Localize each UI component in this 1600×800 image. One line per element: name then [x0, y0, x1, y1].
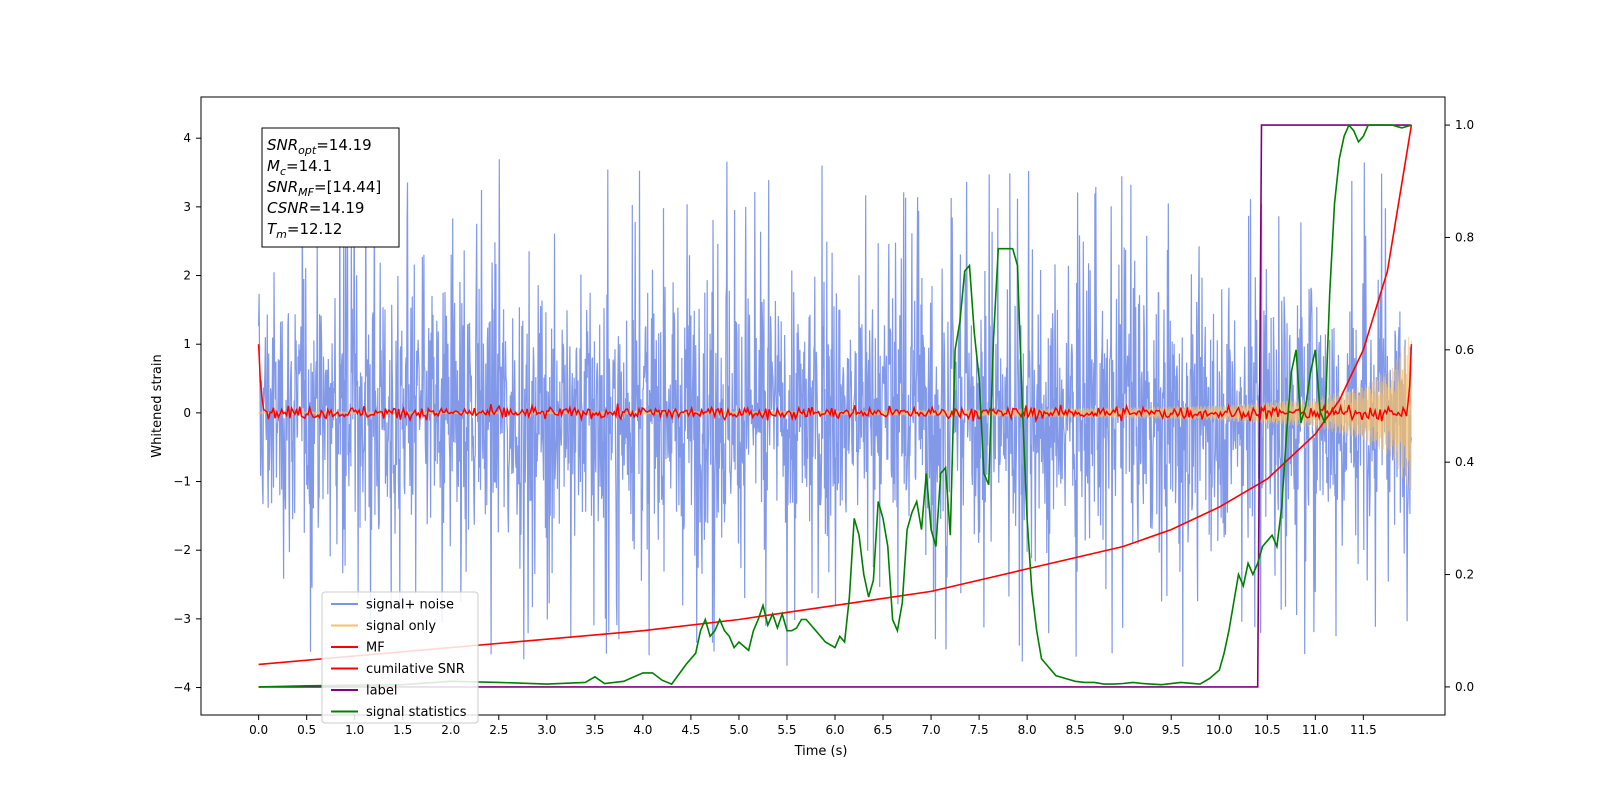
y-left-tick-label: 0: [183, 406, 191, 420]
y-left-tick-label: −2: [173, 543, 191, 557]
x-tick-label: 0.0: [249, 723, 268, 737]
annotation-line: Mc=14.1: [267, 157, 332, 178]
legend-label: cumilative SNR: [366, 662, 465, 677]
plot-frame: [200, 96, 1446, 716]
annotation-line: SNRopt=14.19: [267, 136, 372, 157]
x-tick-label: 5.0: [729, 723, 748, 737]
x-tick-label: 5.5: [777, 723, 796, 737]
y-axis-right-ticks: 1.0 0.8 0.6 0.4 0.2 0.0: [1445, 118, 1474, 694]
legend-label: signal statistics: [366, 705, 467, 720]
x-tick-label: 3.5: [585, 723, 604, 737]
x-tick-label: 3.0: [537, 723, 556, 737]
series-signal-statistics: [258, 123, 1412, 688]
y-right-tick-label: 0.6: [1455, 343, 1474, 357]
x-tick-label: 0.5: [297, 723, 316, 737]
y-right-tick-label: 0.0: [1455, 680, 1474, 694]
y-axis-label: Whitened strain: [150, 354, 165, 457]
series-signal-noise: [258, 159, 1412, 667]
series-layer: [257, 123, 1413, 688]
x-tick-label: 7.5: [970, 723, 989, 737]
y-left-tick-label: 4: [183, 131, 191, 145]
y-left-tick-label: −4: [173, 681, 191, 695]
series-label: [258, 124, 1412, 688]
x-tick-label: 6.5: [873, 723, 892, 737]
legend-label: label: [366, 684, 397, 699]
legend-label: signal only: [366, 619, 436, 634]
annotation-line: Tm=12.12: [267, 220, 342, 241]
annotation-line: SNRMF=[14.44]: [267, 178, 381, 199]
y-left-tick-label: −1: [173, 475, 191, 489]
legend-label: signal+ noise: [366, 598, 454, 613]
y-left-tick-label: 3: [183, 200, 191, 214]
y-right-tick-label: 0.4: [1455, 455, 1474, 469]
annotation-line: CSNR=14.19: [267, 199, 364, 217]
x-axis-ticks: 0.0 0.5 1.0 1.5 2.0 2.5 3.0 3.5 4.0 4.5 5.0 5.5 6.0 6…: [249, 715, 1377, 737]
x-tick-label: 9.5: [1162, 723, 1181, 737]
y-left-tick-label: −3: [173, 612, 191, 626]
y-axis-left-ticks: 4 3 2 1 0 −1 −2 −3 −4: [173, 131, 201, 695]
x-tick-label: 6.0: [825, 723, 844, 737]
legend-label: MF: [366, 641, 385, 656]
x-tick-label: 10.5: [1254, 723, 1281, 737]
x-tick-label: 4.5: [681, 723, 700, 737]
y-left-tick-label: 1: [183, 337, 191, 351]
y-right-tick-label: 1.0: [1455, 118, 1474, 132]
x-tick-label: 2.0: [441, 723, 460, 737]
x-tick-label: 1.0: [345, 723, 364, 737]
x-tick-label: 11.5: [1350, 723, 1377, 737]
x-axis-label: Time (s): [794, 744, 848, 759]
x-tick-label: 8.0: [1018, 723, 1037, 737]
y-left-tick-label: 2: [183, 269, 191, 283]
x-tick-label: 8.5: [1066, 723, 1085, 737]
x-tick-label: 1.5: [393, 723, 412, 737]
x-tick-label: 11.0: [1302, 723, 1329, 737]
x-tick-label: 4.0: [633, 723, 652, 737]
series-cumulative-snr: [258, 124, 1413, 666]
y-right-tick-label: 0.8: [1455, 230, 1474, 244]
x-tick-label: 9.0: [1114, 723, 1133, 737]
x-tick-label: 10.0: [1206, 723, 1233, 737]
x-tick-label: 2.5: [489, 723, 508, 737]
annotation-box: SNRopt=14.19Mc=14.1SNRMF=[14.44]CSNR=14.…: [261, 127, 400, 248]
legend: signal+ noise signal only MF cumilative SNR…: [321, 591, 479, 724]
x-tick-label: 7.0: [922, 723, 941, 737]
y-right-tick-label: 0.2: [1455, 568, 1474, 582]
series-mf: [257, 344, 1413, 424]
